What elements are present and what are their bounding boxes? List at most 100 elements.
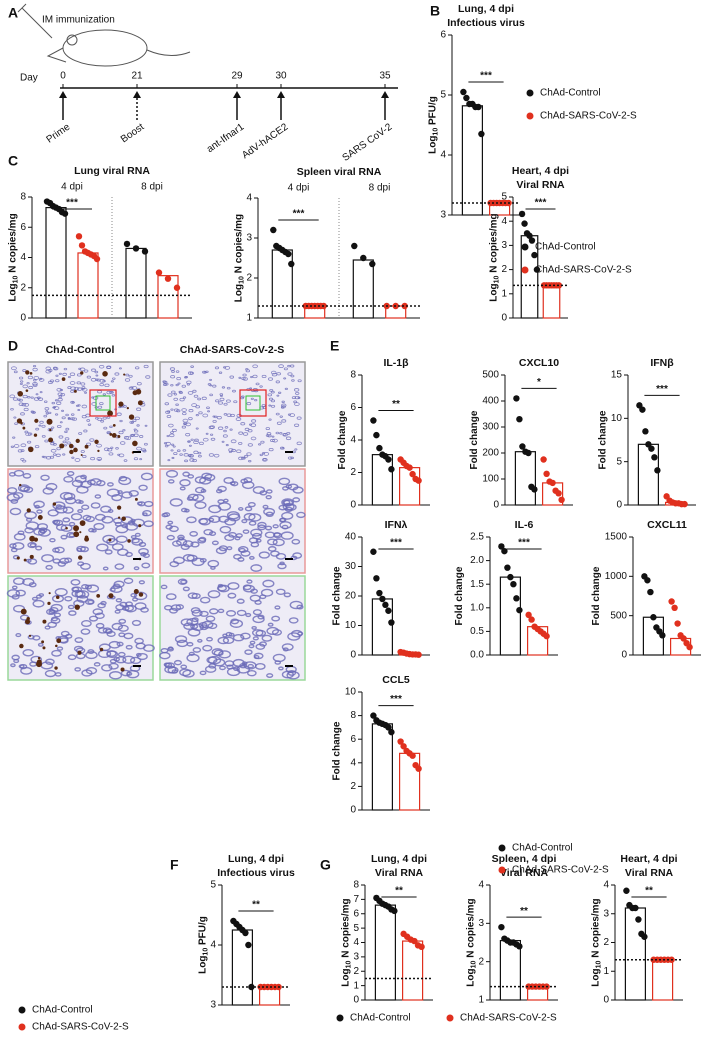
tissue-cell — [129, 434, 134, 437]
tissue-cell — [236, 665, 250, 674]
tissue-cell — [263, 507, 276, 516]
tissue-cell — [182, 449, 187, 452]
y-axis-label: Fold change — [597, 410, 608, 469]
tissue-cell — [287, 669, 297, 676]
y-tick-label: 0 — [350, 805, 356, 816]
bar — [402, 940, 424, 1001]
data-point — [409, 752, 416, 759]
tissue-cell — [189, 371, 194, 375]
tissue-cell — [216, 584, 227, 592]
y-tick-label: 1.5 — [470, 579, 484, 590]
tissue-cell — [246, 579, 253, 584]
tissue-cell — [198, 518, 209, 525]
bar — [271, 249, 293, 319]
legend-marker — [521, 266, 529, 274]
stain — [102, 371, 108, 377]
tissue-cell — [130, 518, 136, 523]
y-axis-label-part: Log — [590, 968, 601, 986]
tissue-cell — [192, 458, 197, 463]
tissue-cell — [136, 424, 140, 427]
stain — [37, 514, 43, 520]
category-label: 8 dpi — [369, 183, 391, 194]
day-number: 35 — [379, 71, 391, 82]
tissue-cell — [222, 434, 228, 438]
tissue-cell — [125, 644, 133, 650]
tissue-cell — [128, 489, 139, 497]
stain — [29, 535, 36, 542]
chart-title: CXCL10 — [519, 357, 559, 369]
tissue-cell — [102, 416, 107, 420]
stain — [97, 449, 100, 453]
tissue-cell — [250, 436, 257, 441]
tissue-cell — [10, 498, 19, 504]
y-tick-label: 1 — [603, 966, 609, 977]
chart-title: Lung, 4 dpi — [458, 3, 514, 15]
tissue-cell — [18, 376, 24, 380]
tissue-cell — [70, 413, 75, 416]
tissue-cell — [295, 391, 300, 395]
tissue-cell — [106, 431, 111, 435]
tissue-cell — [164, 382, 169, 386]
arrow-head — [59, 91, 67, 98]
tissue-cell — [223, 366, 227, 369]
tissue-cell — [202, 370, 207, 374]
legend-label: ChAd-Control — [512, 843, 573, 854]
stain — [26, 508, 31, 513]
legend-marker — [526, 89, 534, 97]
tissue-cell — [51, 649, 62, 657]
tissue-cell — [95, 417, 99, 420]
tissue-cell — [130, 386, 134, 389]
tissue-cell — [187, 493, 199, 501]
tissue-cell — [222, 636, 235, 645]
legend-marker — [521, 243, 529, 251]
tissue-cell — [101, 664, 113, 672]
tissue-cell — [96, 543, 109, 552]
tissue-cell — [195, 405, 201, 409]
tissue-cell — [144, 424, 148, 427]
stain — [132, 390, 138, 396]
panel-label: C — [8, 153, 18, 169]
tissue-cell — [49, 537, 56, 543]
y-tick-label: 2 — [603, 937, 609, 948]
legend-label: ChAd-SARS-CoV-2-S — [512, 865, 609, 876]
tissue-cell — [57, 392, 63, 396]
tissue-cell — [94, 513, 106, 521]
tissue-cell — [129, 420, 134, 424]
y-tick-label: 4 — [501, 216, 507, 227]
data-point — [519, 443, 526, 450]
tissue-cell — [97, 627, 108, 634]
tissue-cell — [12, 542, 25, 550]
tissue-cell — [184, 459, 189, 463]
y-axis-label-part: N copies/mg — [233, 214, 244, 276]
y-tick-label: 8 — [353, 880, 359, 891]
stain — [54, 666, 58, 670]
tissue-cell — [44, 669, 57, 678]
tissue-cell — [169, 498, 183, 507]
tissue-cell — [134, 637, 144, 645]
tissue-cell — [38, 378, 45, 382]
tissue-cell — [202, 413, 209, 418]
tissue-cell — [39, 391, 43, 394]
significance-label: *** — [390, 694, 402, 705]
tissue-cell — [13, 533, 26, 541]
data-point — [654, 467, 661, 474]
tissue-cell — [214, 366, 220, 370]
tissue-cell — [59, 557, 70, 565]
y-axis-label-part: Log — [7, 283, 18, 301]
tissue-cell — [22, 578, 35, 586]
stain — [16, 418, 23, 424]
tissue-cell — [71, 456, 75, 459]
data-point — [164, 275, 172, 282]
stain — [80, 453, 83, 457]
data-point — [648, 445, 655, 452]
tissue-cell — [121, 491, 133, 499]
tissue-cell — [56, 447, 61, 451]
tissue-cell — [248, 520, 257, 526]
tissue-cell — [44, 625, 51, 630]
tissue-cell — [141, 562, 151, 569]
tissue-cell — [252, 629, 264, 637]
y-axis-label: Log10 N copies/mg — [488, 213, 500, 301]
tissue-cell — [52, 453, 57, 456]
tissue-cell — [81, 386, 86, 389]
data-point — [385, 724, 392, 731]
